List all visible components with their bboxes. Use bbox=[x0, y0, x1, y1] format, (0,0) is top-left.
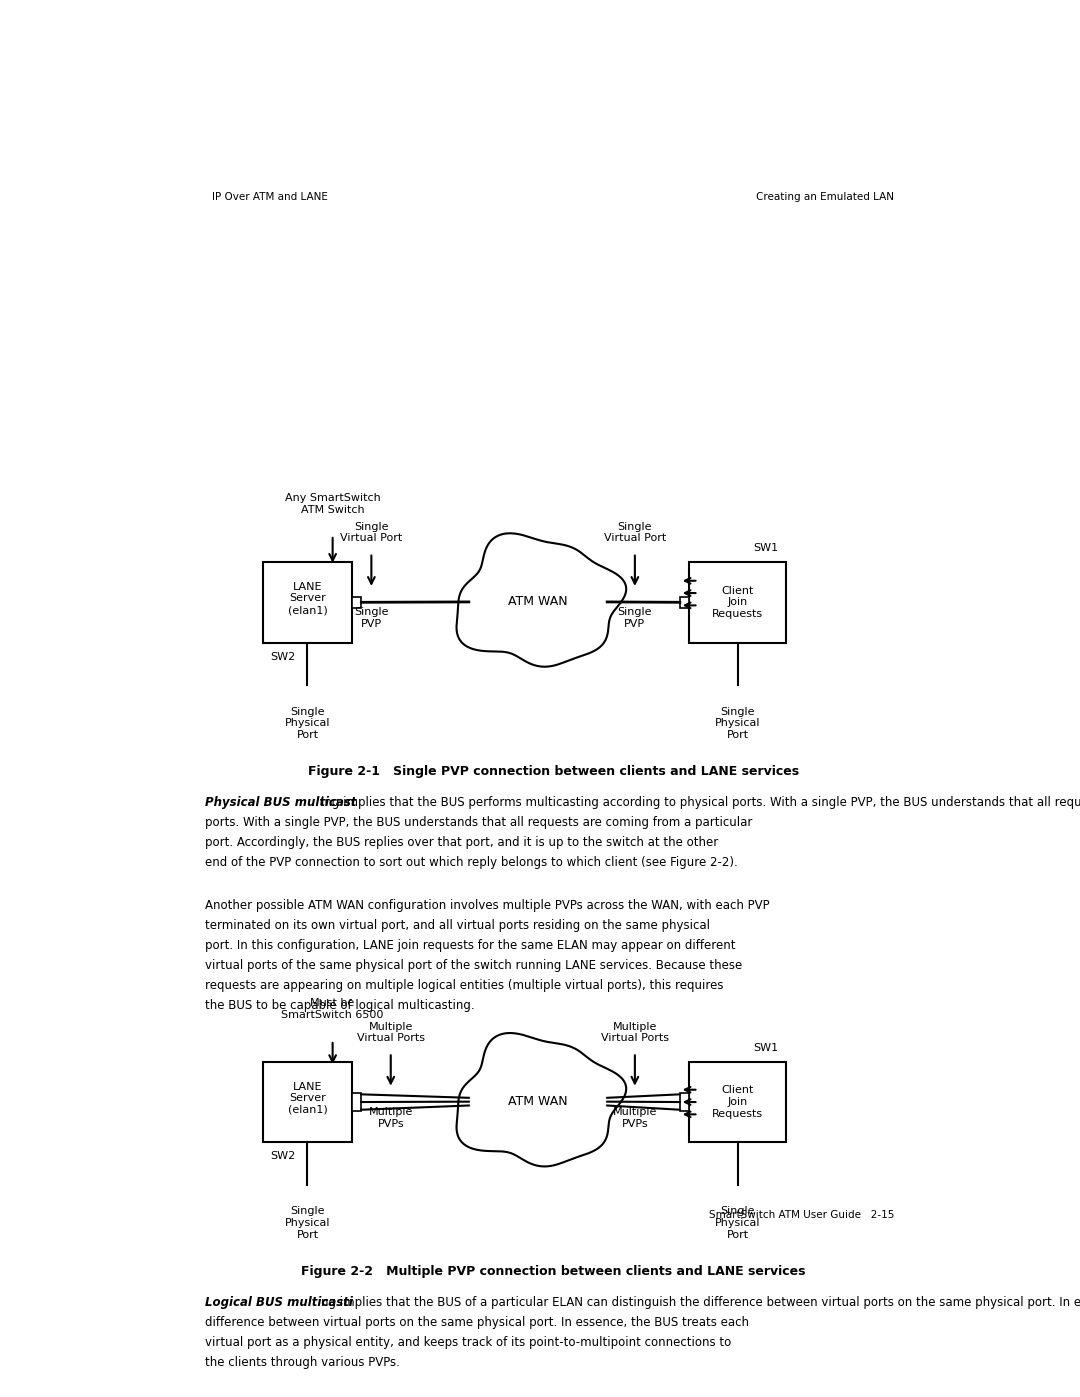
Text: Must be
SmartSwitch 6500: Must be SmartSwitch 6500 bbox=[282, 999, 383, 1020]
Text: ATM WAN: ATM WAN bbox=[509, 1095, 568, 1108]
Text: IP Over ATM and LANE: IP Over ATM and LANE bbox=[213, 193, 328, 203]
Text: Single
Virtual Port: Single Virtual Port bbox=[604, 522, 666, 543]
Text: Multiple
PVPs: Multiple PVPs bbox=[612, 1106, 657, 1129]
Text: SW2: SW2 bbox=[271, 651, 296, 662]
Text: Single
Physical
Port: Single Physical Port bbox=[285, 707, 330, 740]
Bar bbox=[262, 562, 352, 643]
Text: Multiple
PVPs: Multiple PVPs bbox=[368, 1106, 413, 1129]
Text: LANE
Server
(elan1): LANE Server (elan1) bbox=[287, 583, 327, 615]
Text: ATM WAN: ATM WAN bbox=[509, 595, 568, 609]
Text: virtual ports of the same physical port of the switch running LANE services. Bec: virtual ports of the same physical port … bbox=[205, 960, 742, 972]
Text: Figure 2-1   Single PVP connection between clients and LANE services: Figure 2-1 Single PVP connection between… bbox=[308, 764, 799, 778]
Bar bbox=[262, 1062, 352, 1143]
Text: Physical BUS multicast: Physical BUS multicast bbox=[205, 796, 356, 809]
Bar bbox=[352, 1092, 362, 1111]
Text: LANE
Server
(elan1): LANE Server (elan1) bbox=[287, 1081, 327, 1115]
Text: end of the PVP connection to sort out which reply belongs to which client (see F: end of the PVP connection to sort out wh… bbox=[205, 856, 738, 869]
Bar bbox=[679, 597, 689, 608]
Text: Single
PVP: Single PVP bbox=[618, 608, 652, 629]
Text: Single
Virtual Port: Single Virtual Port bbox=[340, 522, 403, 543]
Text: port. In this configuration, LANE join requests for the same ELAN may appear on : port. In this configuration, LANE join r… bbox=[205, 939, 735, 953]
Text: Single
PVP: Single PVP bbox=[354, 608, 389, 629]
Text: port. Accordingly, the BUS replies over that port, and it is up to the switch at: port. Accordingly, the BUS replies over … bbox=[205, 835, 718, 849]
Text: ing implies that the BUS performs multicasting according to physical ports. With: ing implies that the BUS performs multic… bbox=[321, 796, 1080, 809]
Bar bbox=[352, 597, 362, 608]
Text: Client
Join
Requests: Client Join Requests bbox=[712, 1085, 764, 1119]
Text: Figure 2-2   Multiple PVP connection between clients and LANE services: Figure 2-2 Multiple PVP connection betwe… bbox=[301, 1264, 806, 1277]
Text: Single
Physical
Port: Single Physical Port bbox=[715, 1207, 760, 1239]
Bar bbox=[689, 562, 786, 643]
Text: difference between virtual ports on the same physical port. In essence, the BUS : difference between virtual ports on the … bbox=[205, 1316, 748, 1329]
Text: Any SmartSwitch
ATM Switch: Any SmartSwitch ATM Switch bbox=[285, 493, 380, 515]
Bar bbox=[689, 1062, 786, 1143]
Bar bbox=[679, 1092, 689, 1111]
Text: Client
Join
Requests: Client Join Requests bbox=[712, 585, 764, 619]
Text: Single
Physical
Port: Single Physical Port bbox=[285, 1207, 330, 1239]
Text: Multiple
Virtual Ports: Multiple Virtual Ports bbox=[356, 1021, 424, 1044]
Text: virtual port as a physical entity, and keeps track of its point-to-multipoint co: virtual port as a physical entity, and k… bbox=[205, 1336, 731, 1348]
Text: terminated on its own virtual port, and all virtual ports residing on the same p: terminated on its own virtual port, and … bbox=[205, 919, 710, 932]
Text: SW2: SW2 bbox=[271, 1151, 296, 1161]
Text: ng implies that the BUS of a particular ELAN can distinguish the difference betw: ng implies that the BUS of a particular … bbox=[321, 1295, 1080, 1309]
Text: the clients through various PVPs.: the clients through various PVPs. bbox=[205, 1355, 400, 1369]
Text: Creating an Emulated LAN: Creating an Emulated LAN bbox=[756, 193, 894, 203]
Text: Multiple
Virtual Ports: Multiple Virtual Ports bbox=[600, 1021, 669, 1044]
Text: SW1: SW1 bbox=[753, 1042, 779, 1053]
Text: Another possible ATM WAN configuration involves multiple PVPs across the WAN, wi: Another possible ATM WAN configuration i… bbox=[205, 900, 769, 912]
Text: Single
Physical
Port: Single Physical Port bbox=[715, 707, 760, 740]
Text: SmartSwitch ATM User Guide   2-15: SmartSwitch ATM User Guide 2-15 bbox=[710, 1210, 894, 1220]
Text: Logical BUS multicasti: Logical BUS multicasti bbox=[205, 1295, 353, 1309]
Text: ports. With a single PVP, the BUS understands that all requests are coming from : ports. With a single PVP, the BUS unders… bbox=[205, 816, 752, 828]
Text: SW1: SW1 bbox=[753, 543, 779, 553]
Text: requests are appearing on multiple logical entities (multiple virtual ports), th: requests are appearing on multiple logic… bbox=[205, 979, 724, 992]
Text: the BUS to be capable of logical multicasting.: the BUS to be capable of logical multica… bbox=[205, 999, 474, 1013]
